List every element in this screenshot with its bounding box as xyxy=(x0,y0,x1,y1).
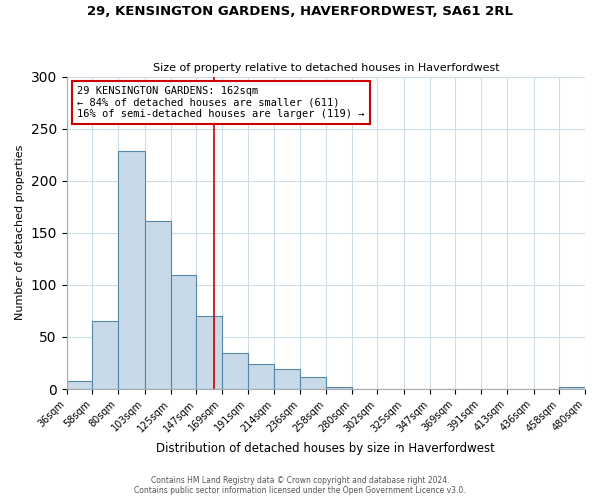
Bar xyxy=(92,322,118,389)
Bar xyxy=(222,352,248,389)
Bar xyxy=(196,316,222,389)
Bar xyxy=(274,369,300,389)
Bar xyxy=(300,376,326,389)
Title: Size of property relative to detached houses in Haverfordwest: Size of property relative to detached ho… xyxy=(152,63,499,73)
Bar xyxy=(145,222,170,389)
Bar xyxy=(559,387,585,389)
Bar xyxy=(170,276,196,389)
Text: Contains HM Land Registry data © Crown copyright and database right 2024.
Contai: Contains HM Land Registry data © Crown c… xyxy=(134,476,466,495)
Y-axis label: Number of detached properties: Number of detached properties xyxy=(15,145,25,320)
Bar xyxy=(326,387,352,389)
Bar xyxy=(67,380,92,389)
Bar xyxy=(118,150,145,389)
Bar xyxy=(248,364,274,389)
X-axis label: Distribution of detached houses by size in Haverfordwest: Distribution of detached houses by size … xyxy=(157,442,495,455)
Text: 29, KENSINGTON GARDENS, HAVERFORDWEST, SA61 2RL: 29, KENSINGTON GARDENS, HAVERFORDWEST, S… xyxy=(87,5,513,18)
Text: 29 KENSINGTON GARDENS: 162sqm
← 84% of detached houses are smaller (611)
16% of : 29 KENSINGTON GARDENS: 162sqm ← 84% of d… xyxy=(77,86,365,119)
